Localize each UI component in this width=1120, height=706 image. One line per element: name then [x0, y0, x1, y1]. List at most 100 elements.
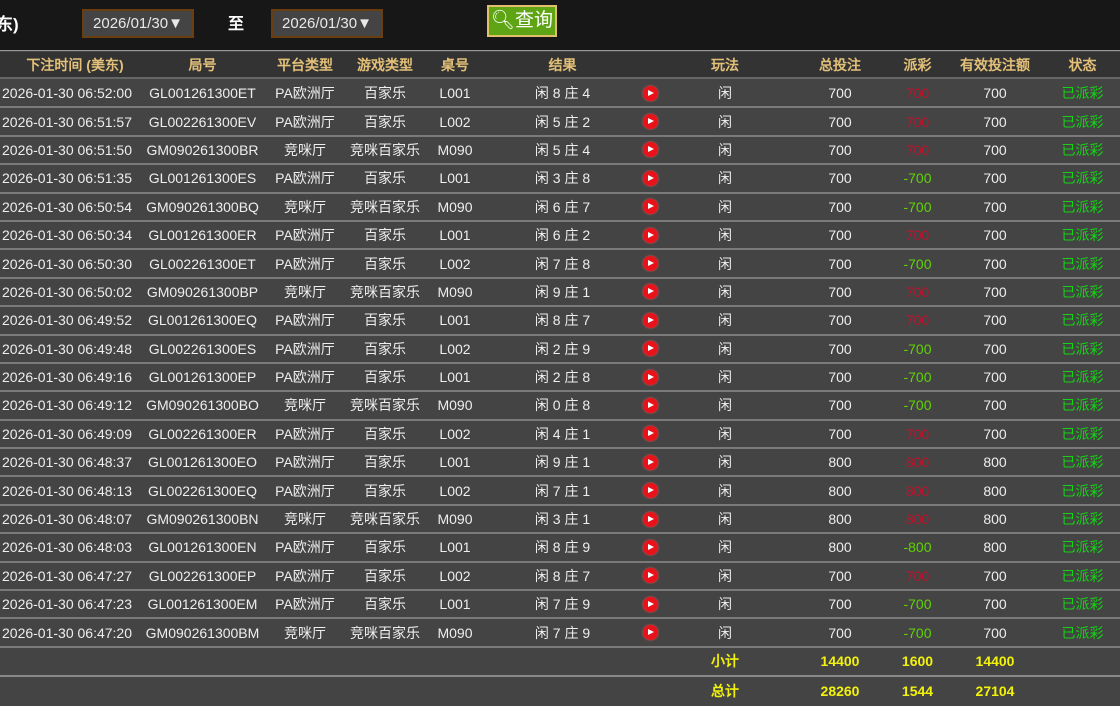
play-type: 闲 [718, 283, 732, 300]
valid-bet: 700 [983, 113, 1007, 130]
payout: 700 [905, 283, 930, 300]
table-row: 2026-01-30 06:51:50 GM090261300BR 竞咪厅 竞咪百家乐… [0, 137, 1120, 166]
play-video-icon[interactable] [640, 454, 660, 470]
payout: 700 [905, 567, 930, 584]
table-no: M090 [437, 397, 473, 414]
platform: 竞咪厅 [284, 141, 326, 158]
play-video-icon[interactable] [640, 341, 660, 357]
play-video-icon[interactable] [640, 568, 660, 584]
result: 闲 8 庄 9 [534, 539, 591, 556]
end-date-select[interactable]: 2026/01/30▼ [271, 9, 383, 38]
payout: 700 [905, 113, 930, 130]
result: 闲 8 庄 7 [534, 567, 591, 584]
play-video-icon[interactable] [640, 114, 660, 130]
result: 闲 9 庄 1 [534, 283, 591, 300]
play-video-icon[interactable] [640, 539, 660, 555]
result: 闲 7 庄 9 [534, 624, 591, 641]
round-id: GL001261300EM [147, 596, 258, 613]
play-video-icon[interactable] [640, 199, 660, 215]
game-type: 百家乐 [364, 482, 406, 499]
valid-bet: 700 [983, 141, 1007, 158]
result: 闲 3 庄 1 [534, 511, 591, 528]
valid-bet: 700 [983, 312, 1007, 329]
play-video-icon[interactable] [640, 312, 660, 328]
play-type: 闲 [718, 454, 732, 471]
game-type: 竞咪百家乐 [350, 397, 420, 414]
platform: 竞咪厅 [284, 511, 326, 528]
table-row: 2026-01-30 06:50:30 GL002261300ET PA欧洲厅 百家乐… [0, 250, 1120, 279]
table-no: L002 [439, 113, 471, 130]
play-type: 闲 [718, 340, 732, 357]
status: 已派彩 [1061, 141, 1104, 158]
valid-bet: 700 [983, 198, 1007, 215]
table-no: L002 [439, 425, 471, 442]
game-type: 百家乐 [364, 539, 406, 556]
platform: 竞咪厅 [284, 397, 326, 414]
status: 已派彩 [1061, 482, 1104, 499]
status: 已派彩 [1061, 511, 1104, 528]
payout: -700 [903, 397, 932, 414]
play-video-icon[interactable] [640, 256, 660, 272]
bet-time: 2026-01-30 06:48:03 [2, 539, 132, 556]
game-type: 百家乐 [364, 596, 406, 613]
table-no: M090 [437, 283, 473, 300]
table-no: M090 [437, 141, 473, 158]
play-type: 闲 [718, 596, 732, 613]
platform: PA欧洲厅 [275, 85, 335, 102]
play-video-icon[interactable] [640, 227, 660, 243]
result: 闲 3 庄 8 [534, 170, 591, 187]
round-id: GL002261300EQ [148, 482, 257, 499]
game-type: 竞咪百家乐 [350, 141, 420, 158]
play-video-icon[interactable] [640, 511, 660, 527]
play-video-icon[interactable] [640, 397, 660, 413]
game-type: 百家乐 [364, 85, 406, 102]
header-result: 结果 [548, 56, 577, 73]
play-type: 闲 [718, 567, 732, 584]
play-type: 闲 [718, 113, 732, 130]
game-type: 竞咪百家乐 [350, 511, 420, 528]
round-id: GM090261300BM [145, 624, 260, 641]
table-row: 2026-01-30 06:49:09 GL002261300ER PA欧洲厅 百家乐… [0, 421, 1120, 450]
table-no: L002 [439, 255, 471, 272]
valid-bet: 700 [983, 596, 1007, 613]
table-no: L001 [439, 596, 471, 613]
status: 已派彩 [1061, 425, 1104, 442]
bet-table-body: 2026-01-30 06:52:00 GL001261300ET PA欧洲厅 百家乐… [0, 80, 1120, 648]
table-no: L001 [439, 85, 471, 102]
play-video-icon[interactable] [640, 625, 660, 641]
bet-time: 2026-01-30 06:50:30 [2, 255, 132, 272]
round-id: GL001261300EP [148, 369, 257, 386]
total-bet: 700 [828, 567, 852, 584]
bet-time: 2026-01-30 06:47:20 [2, 624, 132, 641]
play-video-icon[interactable] [640, 369, 660, 385]
play-video-icon[interactable] [640, 170, 660, 186]
play-video-icon[interactable] [640, 483, 660, 499]
header-platform: 平台类型 [277, 56, 333, 73]
play-video-icon[interactable] [640, 426, 660, 442]
query-button[interactable]: 🔍︎查询 [487, 5, 557, 37]
platform: PA欧洲厅 [275, 340, 335, 357]
table-row: 2026-01-30 06:50:34 GL001261300ER PA欧洲厅 百家乐… [0, 222, 1120, 251]
platform: PA欧洲厅 [275, 312, 335, 329]
subtotal-label: 小计 [711, 653, 739, 670]
play-video-icon[interactable] [640, 596, 660, 612]
play-video-icon[interactable] [640, 284, 660, 300]
payout: -700 [903, 369, 932, 386]
payout: -700 [903, 624, 932, 641]
platform: 竞咪厅 [284, 198, 326, 215]
status: 已派彩 [1061, 85, 1104, 102]
bet-time: 2026-01-30 06:47:23 [2, 596, 132, 613]
table-row: 2026-01-30 06:48:37 GL001261300EO PA欧洲厅 百家乐… [0, 449, 1120, 478]
bet-time: 2026-01-30 06:48:13 [2, 482, 132, 499]
result: 闲 8 庄 4 [534, 85, 591, 102]
start-date-select[interactable]: 2026/01/30▼ [82, 9, 194, 38]
play-video-icon[interactable] [640, 142, 660, 158]
play-video-icon[interactable] [640, 85, 660, 101]
game-type: 百家乐 [364, 227, 406, 244]
payout: 700 [905, 425, 930, 442]
total-bet: 800 [828, 482, 852, 499]
table-no: L002 [439, 482, 471, 499]
game-type: 竞咪百家乐 [350, 283, 420, 300]
platform: PA欧洲厅 [275, 255, 335, 272]
bet-time: 2026-01-30 06:49:52 [2, 312, 132, 329]
